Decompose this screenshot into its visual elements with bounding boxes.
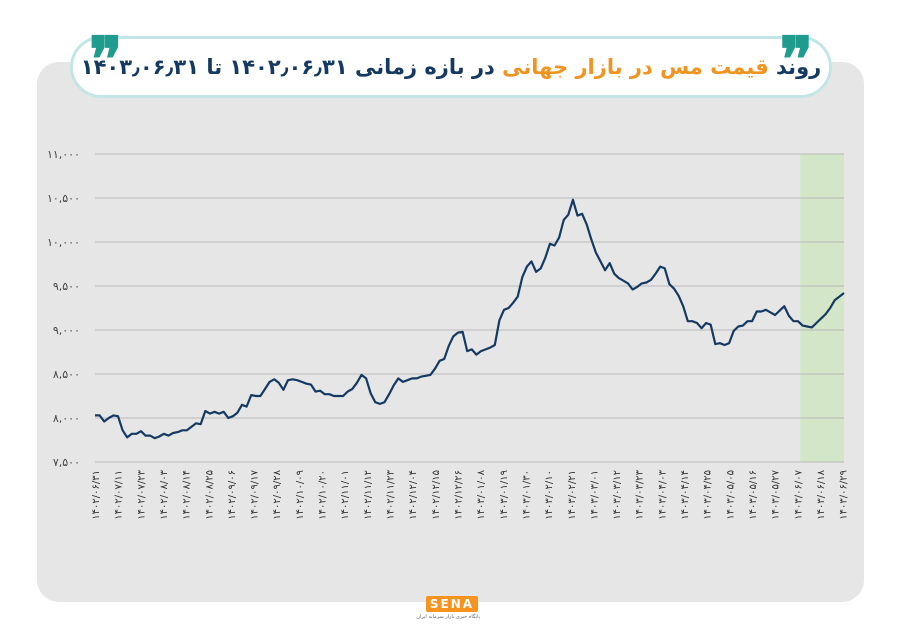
x-tick-label: ۱۴۰۲/۰۷/۱۱ (114, 470, 125, 520)
x-tick-label: ۱۴۰۲/۱۱/۰۱ (340, 470, 351, 520)
y-tick-label: ۱۰,۵۰۰ (47, 192, 80, 205)
x-tick-label: ۱۴۰۲/۱۰/۲۰ (318, 470, 329, 520)
logo-subtitle: پایگاه خبری بازار سرمایه ایران (416, 614, 480, 620)
y-tick-label: ۱۱,۰۰۰ (47, 148, 80, 161)
x-tick-label: ۱۴۰۲/۰۸/۱۴ (182, 470, 193, 520)
x-tick-label: ۱۴۰۲/۰۹/۱۷ (250, 469, 261, 519)
highlight-band (800, 154, 844, 462)
x-tick-label: ۱۴۰۲/۱۱/۱۲ (363, 470, 374, 520)
x-tick-label: ۱۴۰۳/۰۶/۱۸ (816, 469, 827, 519)
x-tick-label: ۱۴۰۲/۰۹/۰۶ (227, 470, 238, 520)
x-tick-label: ۱۴۰۳/۰۵/۱۶ (748, 470, 759, 520)
x-tick-label: ۱۴۰۳/۰۳/۰۱ (589, 470, 600, 520)
x-tick-label: ۱۴۰۳/۰۲/۲۱ (567, 470, 578, 520)
quote-open-icon: ❞ (779, 23, 813, 96)
y-tick-label: ۹,۵۰۰ (53, 280, 80, 293)
x-tick-label: ۱۴۰۲/۱۲/۱۵ (431, 470, 442, 520)
y-tick-label: ۸,۵۰۰ (53, 368, 80, 381)
title-part2: در بازه زمانی ۱۴۰۲٫۰۶٫۳۱ تا ۱۴۰۳٫۰۶٫۳۱ (80, 55, 495, 79)
chart-title: روند قیمت مس در بازار جهانی در بازه زمان… (81, 55, 821, 79)
x-tick-label: ۱۴۰۳/۰۵/۰۵ (725, 470, 736, 520)
x-tick-label: ۱۴۰۲/۱۱/۲۳ (386, 469, 397, 519)
x-tick-label: ۱۴۰۲/۰۷/۲۳ (136, 469, 147, 519)
x-tick-label: ۱۴۰۲/۰۸/۰۳ (159, 469, 170, 519)
x-tick-label: ۱۴۰۳/۰۴/۱۴ (680, 470, 691, 520)
x-tick-label: ۱۴۰۳/۰۱/۱۹ (499, 470, 510, 520)
x-tick-label: ۱۴۰۳/۰۲/۱۰ (544, 470, 555, 520)
y-tick-label: ۷,۵۰۰ (53, 456, 80, 469)
x-tick-label: ۱۴۰۳/۰۳/۲۳ (635, 469, 646, 519)
x-tick-label: ۱۴۰۳/۰۶/۲۹ (839, 470, 850, 520)
y-tick-label: ۱۰,۰۰۰ (47, 236, 80, 249)
title-highlight: قیمت مس در بازار جهانی (502, 55, 769, 79)
x-tick-label: ۱۴۰۲/۱۰/۰۹ (295, 470, 306, 520)
x-tick-label: ۱۴۰۳/۰۵/۲۷ (771, 469, 782, 519)
y-tick-label: ۹,۰۰۰ (53, 324, 80, 337)
x-tick-label: ۱۴۰۳/۰۴/۲۵ (703, 470, 714, 520)
sena-logo: SENA پایگاه خبری بازار سرمایه ایران (416, 593, 480, 623)
x-tick-label: ۱۴۰۲/۱۲/۲۶ (453, 470, 464, 520)
series-line (95, 198, 845, 440)
x-tick-label: ۱۴۰۲/۱۲/۰۴ (408, 470, 419, 520)
title-banner: ❞ روند قیمت مس در بازار جهانی در بازه زم… (70, 29, 832, 98)
x-tick-label: ۱۴۰۲/۰۹/۲۸ (272, 469, 283, 519)
title-part1: روند (776, 55, 822, 79)
chart-card (37, 62, 864, 602)
x-tick-label: ۱۴۰۳/۰۱/۰۸ (476, 469, 487, 519)
quote-close-icon: ❞ (89, 23, 123, 96)
logo-text: SENA (425, 596, 479, 612)
x-tick-label: ۱۴۰۳/۰۴/۰۳ (657, 469, 668, 519)
y-tick-label: ۸,۰۰۰ (53, 412, 80, 425)
x-tick-label: ۱۴۰۲/۰۶/۳۱ (91, 470, 102, 520)
x-tick-label: ۱۴۰۳/۰۶/۰۷ (793, 469, 804, 519)
x-tick-label: ۱۴۰۳/۰۳/۱۲ (612, 470, 623, 520)
x-tick-label: ۱۴۰۳/۰۱/۳۰ (521, 470, 532, 520)
x-tick-label: ۱۴۰۲/۰۸/۲۵ (204, 470, 215, 520)
